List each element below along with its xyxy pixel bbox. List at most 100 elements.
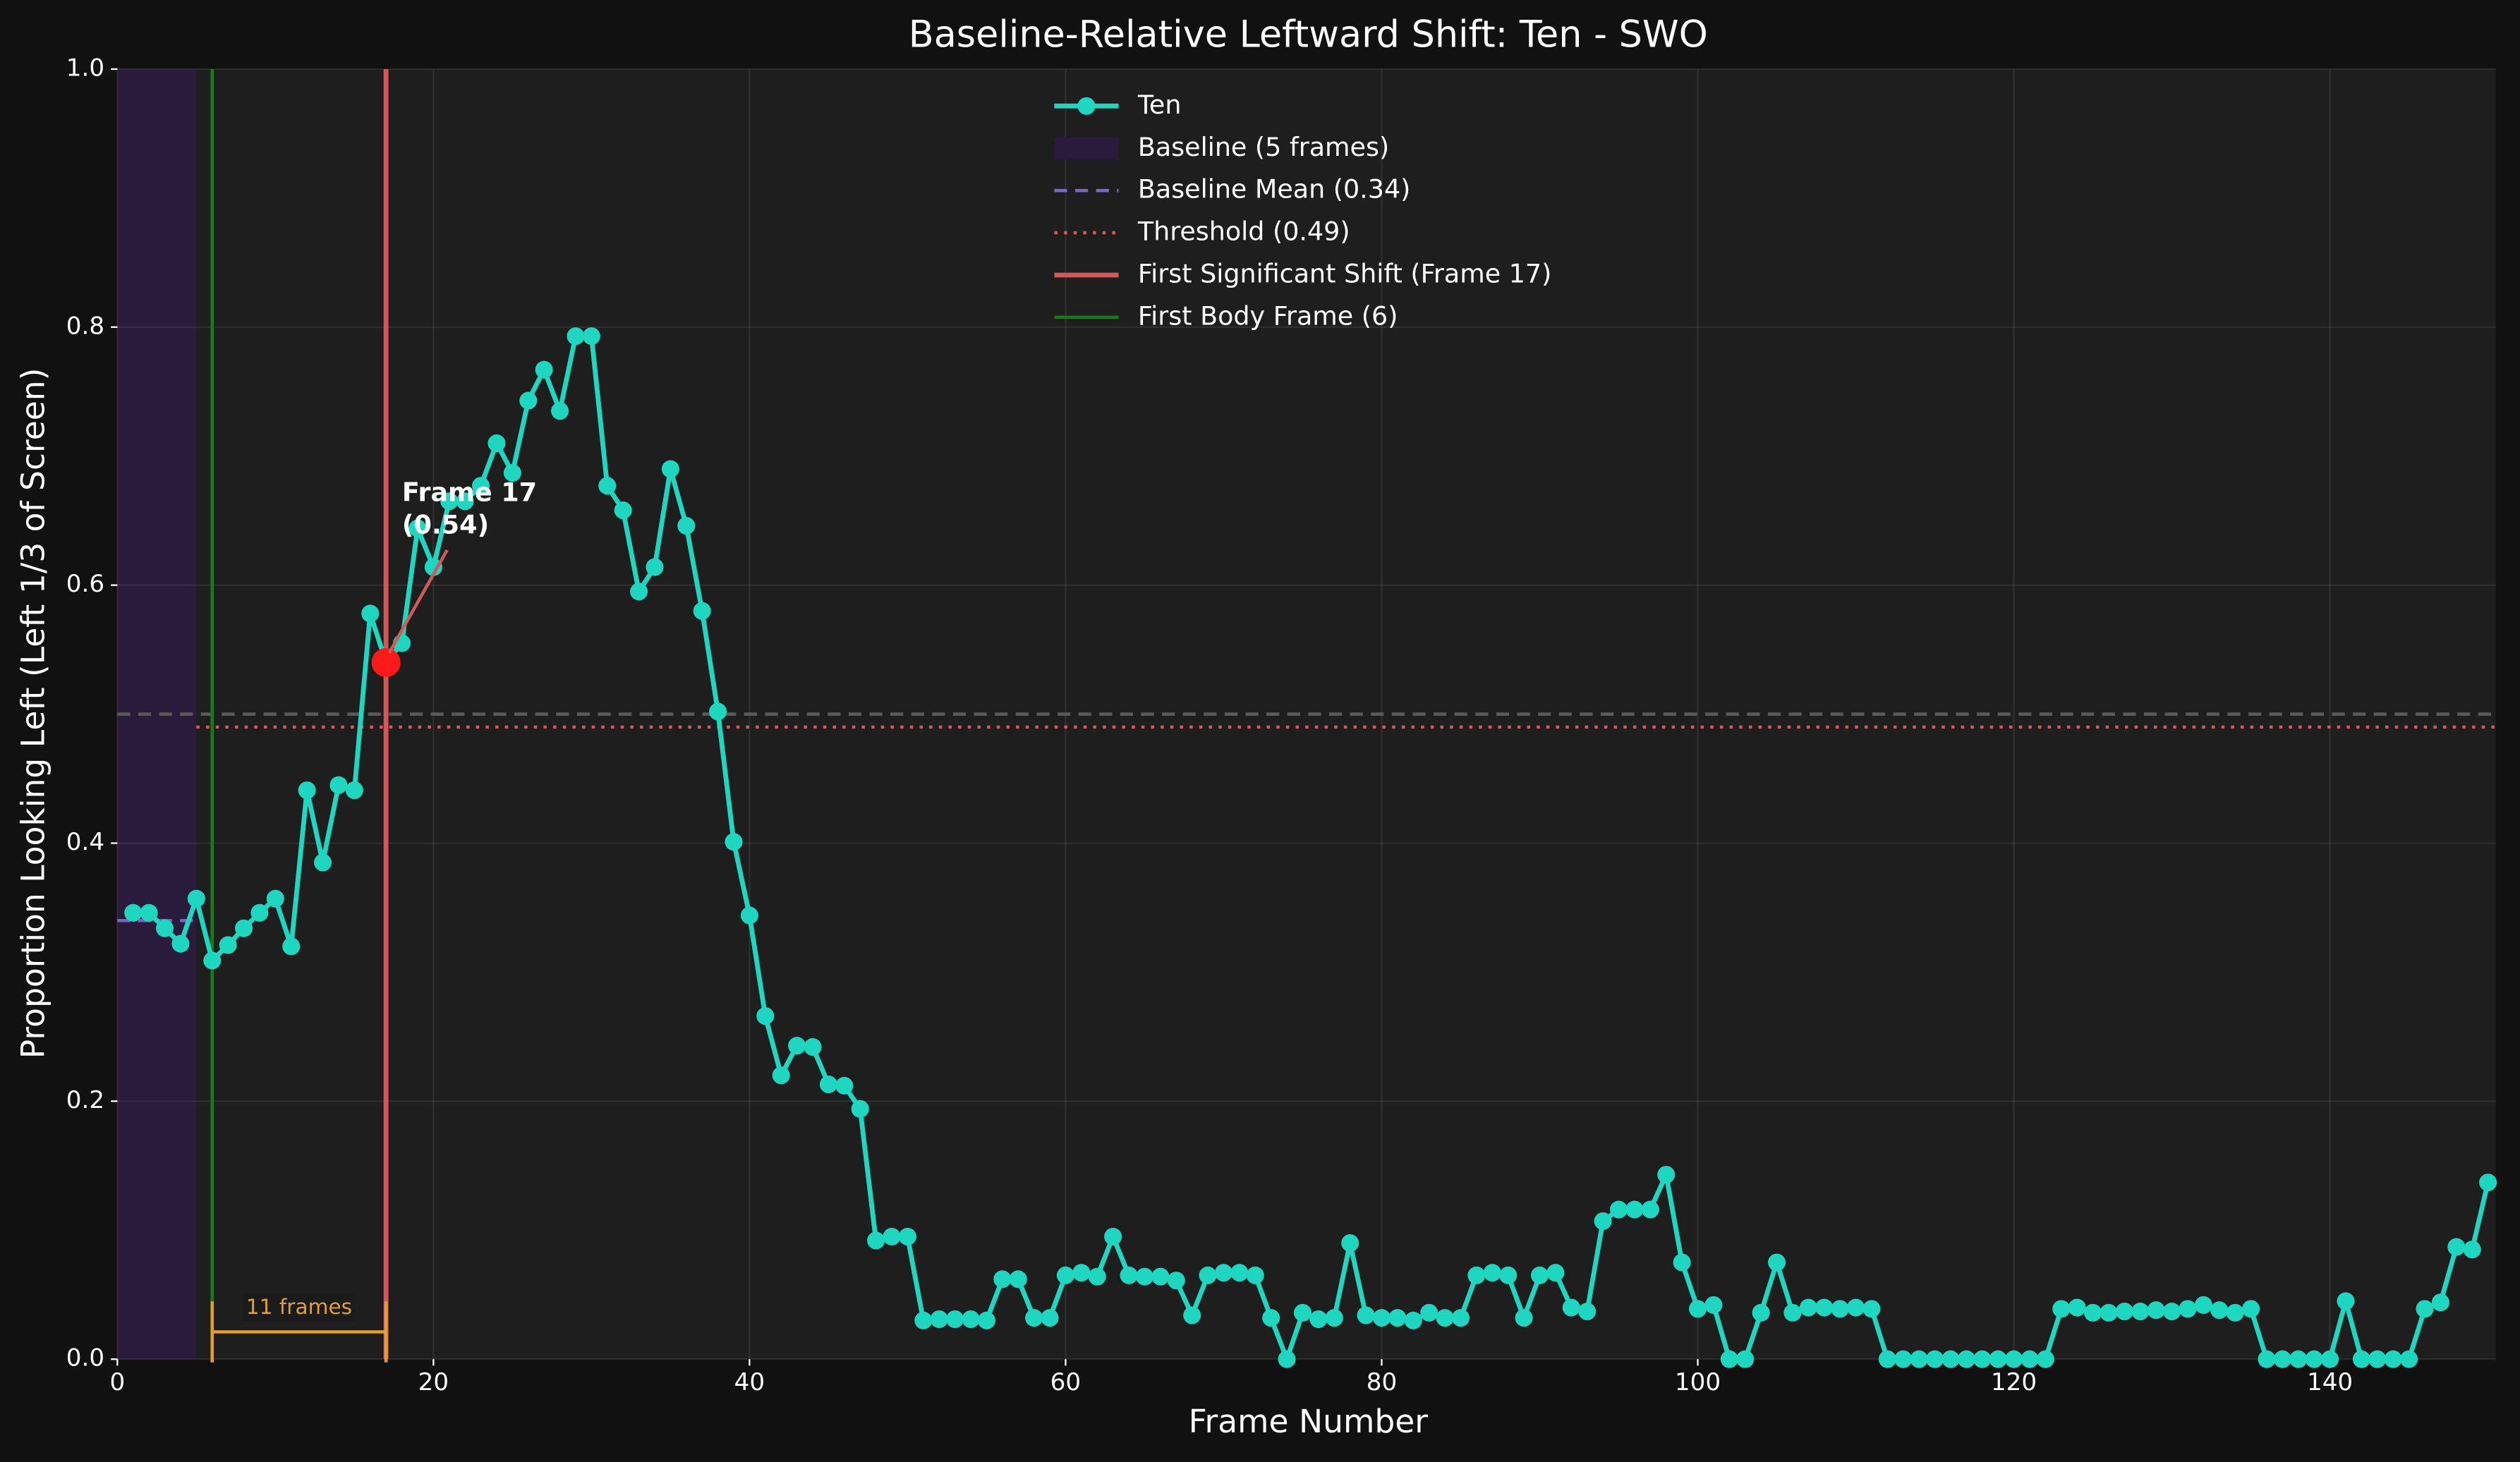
data-point [677,516,696,535]
data-point [1688,1300,1707,1318]
data-point [1214,1264,1232,1282]
annotation-text: Frame 17 [402,477,537,508]
data-point [1530,1266,1549,1284]
y-axis-label: Proportion Looking Left (Left 1/3 of Scr… [15,368,52,1059]
legend-label: Baseline (5 frames) [1138,132,1389,162]
y-tick-label: 0.4 [66,828,104,856]
data-point [2463,1241,2481,1259]
data-point [772,1066,790,1085]
data-point [740,906,758,925]
data-point [219,936,237,954]
data-point [298,781,316,800]
data-point [2131,1302,2150,1321]
data-point [2305,1350,2323,1368]
data-point [1451,1309,1470,1327]
data-point [661,460,679,478]
data-point [250,903,269,922]
data-point [1025,1309,1043,1327]
x-axis-label: Frame Number [1189,1403,1429,1440]
data-point [2194,1296,2212,1314]
data-point [156,919,174,937]
data-point [2021,1350,2039,1368]
data-point [946,1310,964,1329]
y-tick-label: 0.6 [66,570,104,598]
data-point [487,434,506,452]
data-point [756,1007,775,1025]
data-point [140,903,158,922]
y-tick-label: 1.0 [66,54,104,82]
data-point [2052,1300,2071,1318]
data-point [361,604,380,623]
bracket-label: 11 frames [246,1295,352,1319]
data-point [266,889,284,908]
data-point [2479,1174,2497,1192]
data-point [1309,1310,1328,1329]
data-point [1467,1266,1486,1284]
data-point [1009,1270,1027,1289]
data-point [1957,1350,1975,1368]
data-point [1151,1267,1170,1286]
plot-area [117,68,2496,1360]
annotation-text: (0.54) [402,509,489,540]
x-tick-label: 140 [2307,1368,2353,1396]
data-point [630,583,648,601]
data-point [1167,1272,1185,1290]
data-point [1657,1166,1676,1184]
data-point [962,1310,980,1329]
data-point [2352,1350,2370,1368]
data-point [1878,1350,1896,1368]
data-point [2084,1303,2102,1322]
x-tick-label: 80 [1367,1368,1397,1396]
data-point [1183,1306,1201,1324]
data-point [883,1227,901,1245]
data-point [1767,1253,1786,1272]
data-point [1041,1309,1059,1327]
data-point [235,919,253,937]
data-point [1515,1309,1533,1327]
legend-item: First Significant Shift (Frame 17) [1054,258,1551,288]
data-point [535,360,553,379]
data-point [1072,1264,1091,1282]
legend-item: Baseline (5 frames) [1054,132,1389,162]
data-point [1230,1264,1249,1282]
data-point [2431,1293,2449,1312]
data-point [2337,1292,2355,1310]
data-point [1341,1234,1359,1253]
legend-swatch [1054,137,1119,160]
data-point [1736,1350,1755,1368]
data-point [1942,1350,1960,1368]
data-point [646,558,664,576]
legend-label: Threshold (0.49) [1137,217,1350,247]
data-point [835,1076,854,1095]
data-point [187,889,205,908]
data-point [2368,1350,2387,1368]
data-point [282,937,301,956]
data-point [1546,1264,1565,1282]
data-point [2273,1350,2291,1368]
data-point [314,853,332,872]
data-point [1815,1298,1834,1317]
data-point [503,463,521,482]
data-point [2036,1350,2054,1368]
data-point [1846,1298,1865,1317]
y-tick-label: 0.0 [66,1344,104,1372]
data-point [472,477,490,495]
data-point [567,327,585,346]
data-point [2258,1350,2276,1368]
x-tick-label: 120 [1991,1368,2037,1396]
legend: Ten Baseline (5 frames) Baseline Mean (0.3… [1054,90,1551,331]
data-point [1120,1266,1138,1284]
data-point [788,1037,806,1055]
data-point [519,391,538,410]
data-point [1910,1350,1928,1368]
data-point [2210,1301,2229,1320]
y-tick-label: 0.2 [66,1086,104,1114]
legend-label: First Significant Shift (Frame 17) [1138,258,1551,288]
data-point [1293,1303,1312,1322]
data-point [1720,1350,1738,1368]
data-point [456,492,474,511]
data-point [1989,1350,2007,1368]
data-point [1483,1264,1501,1282]
data-point [1499,1266,1518,1284]
data-point [1388,1309,1407,1327]
